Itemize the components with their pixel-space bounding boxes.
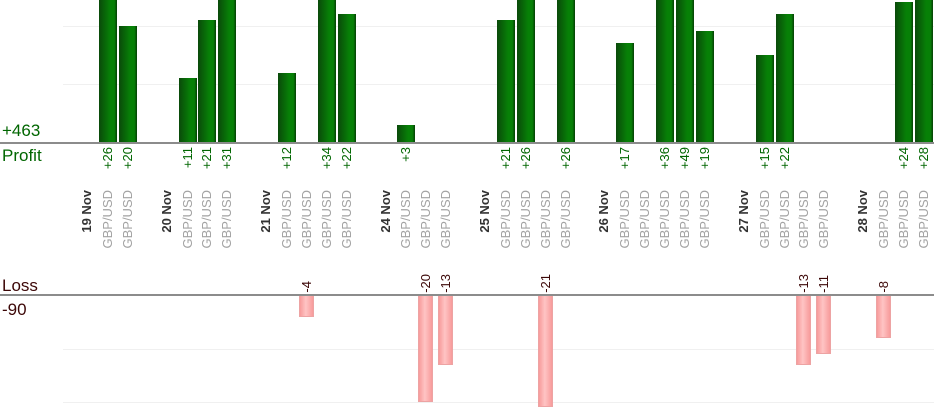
loss-value-label: -20 (418, 274, 434, 293)
x-axis-instrument-label: GBP/USD (418, 190, 434, 249)
loss-bar (876, 296, 891, 338)
gridline-loss-20 (63, 402, 934, 403)
x-axis-instrument-label: GBP/USD (637, 190, 653, 249)
profit-value-label: +22 (338, 147, 354, 170)
loss-axis-title: Loss (2, 276, 38, 295)
profit-value-label: +17 (617, 147, 633, 170)
gridline-loss-10 (63, 349, 934, 350)
x-axis-instrument-label: GBP/USD (776, 190, 792, 249)
profit-bar (397, 125, 416, 143)
profit-bar (198, 20, 217, 143)
profit-value-label: +26 (99, 147, 115, 170)
x-axis-instrument-label: GBP/USD (816, 190, 832, 249)
x-axis-instrument-label: GBP/USD (99, 190, 115, 249)
profit-value-label: +21 (497, 147, 513, 170)
x-axis-instrument-label: GBP/USD (696, 190, 712, 249)
profit-value-label: +36 (657, 147, 673, 170)
loss-bar (298, 296, 314, 317)
x-axis-instrument-label: GBP/USD (338, 190, 354, 249)
x-axis-instrument-label: GBP/USD (895, 190, 911, 249)
loss-value-label: -8 (876, 281, 891, 293)
loss-value-label: -21 (537, 274, 553, 293)
x-axis-date-label: 27 Nov (735, 190, 751, 233)
profit-bar (496, 20, 515, 143)
profit-bar (278, 73, 296, 143)
loss-axis-line (0, 294, 934, 296)
profit-bar (656, 0, 675, 143)
x-axis-instrument-label: GBP/USD (318, 190, 334, 249)
x-axis-instrument-label: GBP/USD (398, 190, 414, 249)
x-axis-instrument-label: GBP/USD (298, 190, 314, 249)
profit-bar (218, 0, 237, 143)
profit-bar (914, 0, 933, 143)
x-axis-date-label: 28 Nov (855, 190, 871, 233)
x-axis-instrument-label: GBP/USD (677, 190, 692, 249)
x-axis-instrument-label: GBP/USD (517, 190, 533, 249)
profit-bar (676, 0, 694, 143)
x-axis-instrument-label: GBP/USD (537, 190, 553, 249)
profit-value-label: +21 (199, 147, 215, 170)
profit-value-label: +26 (557, 147, 573, 170)
loss-bar (418, 296, 434, 402)
profit-value-label: +19 (696, 147, 712, 170)
x-axis-instrument-label: GBP/USD (179, 190, 195, 249)
profit-value-label: +34 (318, 147, 334, 170)
x-axis-date-label: 20 Nov (158, 190, 174, 233)
loss-value-label: -13 (796, 274, 812, 293)
loss-total-label: -90 (2, 300, 27, 319)
x-axis-instrument-label: GBP/USD (617, 190, 633, 249)
profit-value-label: +28 (915, 147, 931, 170)
x-axis-instrument-label: GBP/USD (199, 190, 215, 249)
profit-bar (775, 14, 794, 143)
loss-value-label: -4 (298, 281, 314, 293)
profit-axis-title: Profit (2, 146, 42, 165)
profit-value-label: +12 (279, 147, 294, 170)
profit-bar (317, 0, 336, 143)
profit-value-label: +26 (517, 147, 533, 170)
x-axis-instrument-label: GBP/USD (657, 190, 673, 249)
x-axis-instrument-label: GBP/USD (557, 190, 573, 249)
profit-value-label: +3 (398, 147, 414, 162)
x-axis-instrument-label: GBP/USD (876, 190, 891, 249)
loss-bar (816, 296, 832, 354)
x-axis-date-label: 24 Nov (377, 190, 393, 233)
profit-bar (516, 0, 535, 143)
profit-total-label: +463 (2, 121, 41, 140)
x-axis-instrument-label: GBP/USD (915, 190, 931, 249)
profit-bar (98, 0, 117, 143)
x-axis-instrument-label: GBP/USD (279, 190, 294, 249)
x-axis-date-label: 26 Nov (596, 190, 612, 233)
profit-bar (894, 2, 913, 143)
loss-value-label: -11 (816, 275, 832, 293)
profit-value-label: +22 (776, 147, 792, 170)
x-axis-instrument-label: GBP/USD (497, 190, 513, 249)
profit-bar (556, 0, 575, 143)
profit-value-label: +24 (895, 147, 911, 170)
profit-value-label: +15 (756, 147, 772, 170)
loss-bar (537, 296, 553, 407)
profit-bar (118, 26, 137, 143)
x-axis-instrument-label: GBP/USD (219, 190, 235, 249)
profit-bar (695, 31, 714, 143)
x-axis-instrument-label: GBP/USD (756, 190, 772, 249)
x-axis-date-label: 25 Nov (477, 190, 492, 233)
x-axis-instrument-label: GBP/USD (796, 190, 812, 249)
loss-bar (796, 296, 812, 365)
x-axis-instrument-label: GBP/USD (119, 190, 135, 249)
x-axis-instrument-label: GBP/USD (438, 190, 454, 249)
profit-axis-line (0, 142, 934, 144)
profit-value-label: +49 (677, 147, 692, 170)
loss-bar (438, 296, 454, 365)
profit-value-label: +31 (219, 147, 235, 170)
profit-bar (755, 55, 774, 143)
profit-bar (178, 78, 197, 143)
x-axis-date-label: 21 Nov (258, 190, 274, 233)
profit-value-label: +20 (119, 147, 135, 170)
profit-value-label: +11 (179, 147, 195, 169)
profit-bar (616, 43, 635, 143)
profit-bar (337, 14, 356, 143)
loss-value-label: -13 (438, 274, 454, 293)
x-axis-date-label: 19 Nov (79, 190, 94, 233)
